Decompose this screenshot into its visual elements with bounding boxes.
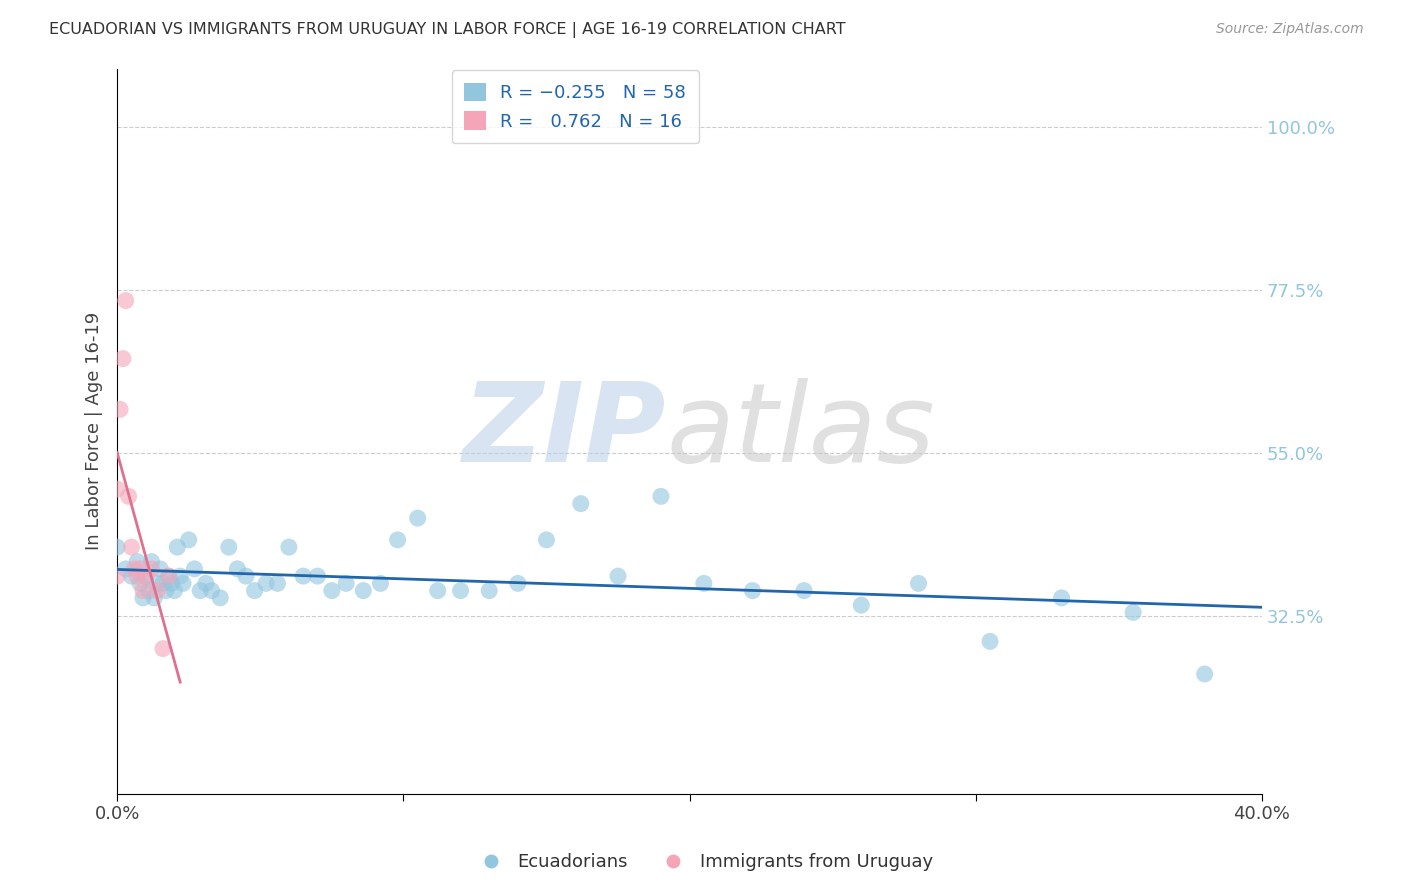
Point (321, 583, 343, 598)
Point (194, 576, 217, 591)
Text: atlas: atlas (666, 377, 935, 484)
Point (172, 576, 194, 591)
Point (129, 576, 152, 591)
Point (135, 569, 157, 583)
Point (693, 576, 716, 591)
Legend: R = −0.255   N = 58, R =   0.762   N = 16: R = −0.255 N = 58, R = 0.762 N = 16 (451, 70, 699, 144)
Point (450, 583, 472, 598)
Legend: Ecuadorians, Immigrants from Uruguay: Ecuadorians, Immigrants from Uruguay (465, 847, 941, 879)
Point (1050, 591, 1073, 605)
Text: Source: ZipAtlas.com: Source: ZipAtlas.com (1216, 22, 1364, 37)
Point (335, 576, 357, 591)
Point (117, 489, 139, 503)
Point (292, 569, 315, 583)
Point (352, 583, 374, 598)
Point (851, 598, 873, 612)
Point (426, 583, 449, 598)
Point (536, 533, 558, 547)
Point (370, 576, 392, 591)
Point (138, 583, 160, 598)
Point (209, 591, 232, 605)
Point (141, 562, 163, 576)
Point (266, 576, 288, 591)
Point (607, 569, 630, 583)
Point (132, 591, 155, 605)
Point (146, 583, 169, 598)
Point (254, 576, 277, 591)
Point (277, 540, 299, 554)
Point (188, 583, 211, 598)
Point (111, 351, 134, 366)
Point (793, 583, 815, 598)
Point (307, 569, 329, 583)
Point (121, 569, 143, 583)
Point (105, 482, 128, 496)
Point (155, 583, 177, 598)
Point (157, 569, 180, 583)
Point (105, 569, 128, 583)
Point (183, 562, 205, 576)
Point (218, 540, 240, 554)
Point (169, 569, 191, 583)
Point (152, 576, 174, 591)
Y-axis label: In Labor Force | Age 16-19: In Labor Force | Age 16-19 (86, 312, 103, 550)
Point (406, 511, 429, 525)
Point (163, 583, 186, 598)
Point (132, 583, 155, 598)
Point (235, 569, 257, 583)
Point (129, 562, 152, 576)
Point (135, 569, 157, 583)
Point (108, 402, 131, 417)
Point (506, 576, 529, 591)
Point (121, 540, 143, 554)
Point (201, 583, 224, 598)
Point (907, 576, 929, 591)
Point (177, 533, 200, 547)
Point (146, 576, 169, 591)
Point (143, 591, 166, 605)
Point (166, 540, 188, 554)
Point (114, 562, 136, 576)
Point (149, 562, 172, 576)
Point (105, 540, 128, 554)
Point (127, 569, 149, 583)
Point (152, 641, 174, 656)
Point (127, 555, 149, 569)
Point (979, 634, 1001, 648)
Text: ECUADORIAN VS IMMIGRANTS FROM URUGUAY IN LABOR FORCE | AGE 16-19 CORRELATION CHA: ECUADORIAN VS IMMIGRANTS FROM URUGUAY IN… (49, 22, 846, 38)
Point (1122, 606, 1144, 620)
Point (141, 555, 163, 569)
Text: ZIP: ZIP (463, 377, 666, 484)
Point (124, 562, 146, 576)
Point (569, 497, 592, 511)
Point (387, 533, 409, 547)
Point (226, 562, 249, 576)
Point (157, 569, 180, 583)
Point (160, 576, 183, 591)
Point (243, 583, 266, 598)
Point (478, 583, 501, 598)
Point (114, 293, 136, 308)
Point (741, 583, 763, 598)
Point (650, 489, 672, 503)
Point (1194, 667, 1216, 681)
